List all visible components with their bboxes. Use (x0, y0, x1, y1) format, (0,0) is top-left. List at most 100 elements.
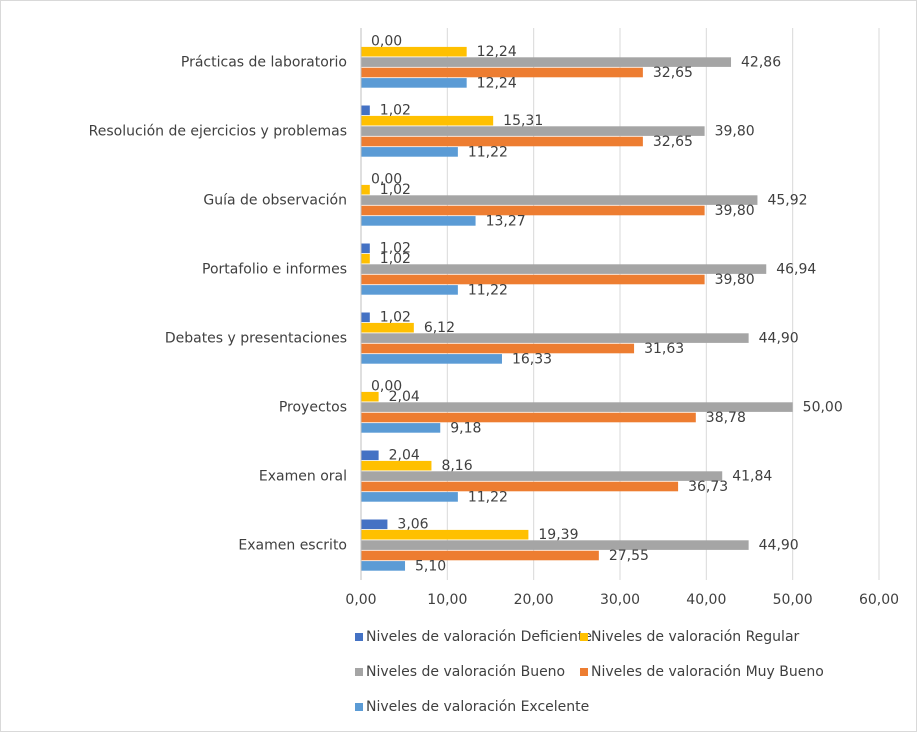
value-label: 39,80 (715, 203, 755, 219)
value-label: 12,24 (477, 44, 517, 60)
value-label: 32,65 (653, 134, 693, 150)
value-label: 42,86 (741, 55, 781, 71)
bar (361, 67, 643, 78)
legend-swatch (355, 633, 363, 641)
bar (361, 412, 696, 423)
value-label: 38,78 (706, 410, 746, 426)
value-label: 6,12 (424, 320, 455, 336)
x-tick-label: 40,00 (686, 592, 726, 608)
bar (361, 78, 467, 88)
bar (361, 354, 502, 364)
value-label: 45,92 (767, 193, 807, 209)
legend-swatch (580, 633, 588, 641)
value-label: 1,02 (380, 310, 411, 326)
value-label: 31,63 (644, 341, 684, 357)
value-label: 44,90 (759, 538, 799, 554)
bar (361, 322, 414, 333)
legend-label: Niveles de valoración Muy Bueno (591, 664, 824, 680)
value-label: 3,06 (397, 517, 428, 533)
x-tick-label: 30,00 (600, 592, 640, 608)
y-tick-label: Examen escrito (238, 538, 347, 554)
legend-swatch (580, 668, 588, 676)
bar (361, 274, 705, 285)
bar (361, 561, 406, 571)
value-label: 15,31 (503, 113, 543, 129)
value-label: 9,18 (450, 420, 481, 436)
legend-label: Niveles de valoración Regular (591, 629, 800, 645)
value-label: 1,02 (380, 103, 411, 119)
value-label: 1,02 (380, 182, 411, 198)
value-label: 1,02 (380, 251, 411, 267)
value-label: 13,27 (486, 213, 526, 229)
bar (361, 471, 723, 481)
value-label: 0,00 (371, 379, 402, 395)
legend-swatch (355, 703, 363, 711)
bar (361, 402, 793, 412)
value-label: 2,04 (389, 389, 420, 405)
bar (361, 519, 388, 530)
bar (361, 333, 749, 343)
value-label: 2,04 (389, 448, 420, 464)
bar (361, 550, 599, 561)
value-label: 19,39 (538, 527, 578, 543)
bar (361, 460, 432, 471)
y-tick-label: Portafolio e informes (202, 262, 347, 278)
y-tick-label: Proyectos (279, 400, 347, 416)
value-label: 1,02 (380, 241, 411, 257)
value-label: 16,33 (512, 351, 552, 367)
legend-label: Niveles de valoración Bueno (366, 664, 565, 680)
value-label: 11,22 (468, 282, 508, 298)
bar (361, 205, 705, 216)
x-tick-label: 0,00 (345, 592, 376, 608)
bar (361, 481, 679, 492)
bar (361, 450, 379, 461)
y-tick-label: Guía de observación (203, 193, 347, 209)
bar (361, 529, 529, 540)
value-label: 39,80 (715, 124, 755, 140)
x-tick-label: 10,00 (427, 592, 467, 608)
bar (361, 46, 467, 57)
bar (361, 391, 379, 402)
y-tick-label: Prácticas de laboratorio (181, 55, 347, 71)
bar (361, 253, 370, 264)
value-label: 5,10 (415, 558, 446, 574)
value-label: 50,00 (803, 400, 843, 416)
bar (361, 115, 494, 126)
bar (361, 105, 370, 116)
value-label: 11,22 (468, 144, 508, 160)
value-label: 32,65 (653, 65, 693, 81)
x-tick-label: 20,00 (514, 592, 554, 608)
bar (361, 343, 635, 354)
bar (361, 126, 705, 136)
value-label: 12,24 (477, 75, 517, 91)
x-tick-label: 60,00 (859, 592, 899, 608)
value-label: 41,84 (732, 469, 772, 485)
y-tick-label: Debates y presentaciones (165, 331, 347, 347)
bar (361, 312, 370, 323)
legend-label: Niveles de valoración Excelente (366, 699, 589, 715)
bar (361, 285, 458, 295)
value-label: 36,73 (688, 479, 728, 495)
bar (361, 136, 643, 147)
value-label: 11,22 (468, 489, 508, 505)
value-label: 0,00 (371, 34, 402, 50)
value-label: 8,16 (441, 458, 472, 474)
value-label: 46,94 (776, 262, 816, 278)
value-label: 44,90 (759, 331, 799, 347)
bar (361, 423, 441, 433)
bar (361, 184, 370, 195)
bar (361, 540, 749, 550)
x-tick-label: 50,00 (773, 592, 813, 608)
value-label: 27,55 (609, 548, 649, 564)
y-tick-label: Examen oral (259, 469, 347, 485)
bar (361, 243, 370, 254)
bar (361, 57, 732, 67)
value-label: 39,80 (715, 272, 755, 288)
legend-label: Niveles de valoración Deficiente (366, 629, 592, 645)
bar (361, 216, 476, 226)
bar (361, 264, 767, 274)
legend-swatch (355, 668, 363, 676)
bar (361, 492, 458, 502)
